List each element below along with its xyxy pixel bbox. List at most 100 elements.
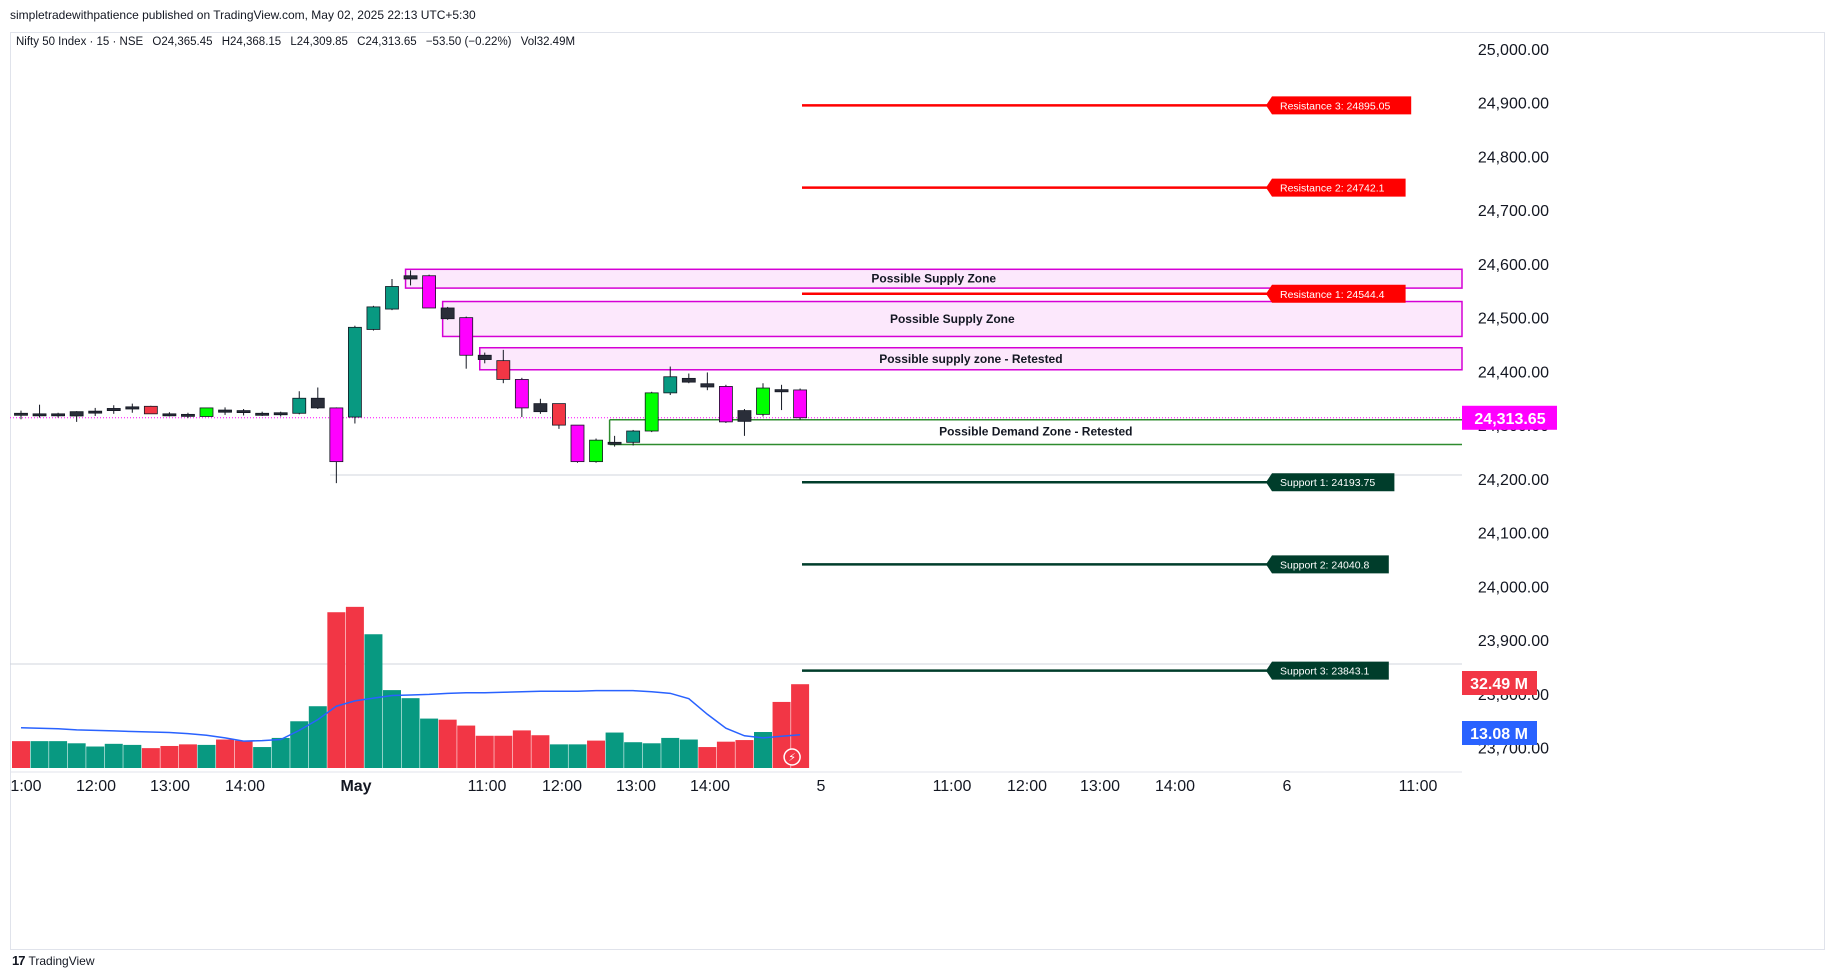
- candle-body: [700, 383, 715, 388]
- volume-bar: [197, 744, 216, 768]
- volume-bar: [568, 744, 587, 768]
- candle-body: [125, 406, 140, 410]
- candle-body: [422, 275, 437, 309]
- volume-bar: [30, 741, 49, 768]
- volume-bar: [531, 735, 550, 768]
- volume-bar: [457, 725, 476, 768]
- volume-bar: [661, 737, 680, 768]
- volume-bar: [383, 690, 401, 768]
- volume-bar: [253, 747, 272, 768]
- volume-last-tag: [1462, 671, 1537, 695]
- legend-symbol[interactable]: Nifty 50 Index · 15 · NSE: [16, 36, 144, 48]
- y-tick-label: 25,000.00: [1478, 42, 1549, 59]
- volume-bar: [549, 744, 568, 768]
- x-tick-label: 13:00: [1080, 778, 1120, 795]
- candle-body: [496, 360, 511, 380]
- supply-zone: [441, 300, 1463, 338]
- candle-body: [626, 430, 641, 443]
- y-tick-label: 24,400.00: [1478, 364, 1549, 381]
- volume-bar: [216, 739, 235, 768]
- lightning-icon: [783, 748, 801, 766]
- candle-body: [477, 354, 492, 360]
- volume-bar: [12, 741, 30, 768]
- legend-high: H24,368.15: [221, 36, 282, 48]
- candle-body: [570, 424, 585, 463]
- candle-body: [273, 412, 288, 416]
- candle-body: [88, 410, 103, 414]
- footer-brand-label: TradingView: [28, 953, 95, 968]
- support-level-label: Support 2: 24040.8: [1280, 559, 1369, 571]
- y-tick-label: 24,100.00: [1478, 526, 1549, 543]
- footer-brand[interactable]: 17 TradingView: [12, 953, 95, 968]
- candle-body: [14, 412, 28, 416]
- volume-bar: [86, 746, 105, 768]
- resistance-level-label: Resistance 1: 24544.4: [1280, 289, 1385, 301]
- resistance-level-tag: [1266, 96, 1412, 115]
- x-tick-label: 11:00: [1399, 778, 1438, 795]
- legend-change: −53.50 (−0.22%): [425, 36, 512, 48]
- y-tick-label: 24,200.00: [1478, 472, 1549, 489]
- candle-body: [255, 412, 270, 416]
- x-tick-label: 13:00: [616, 778, 656, 795]
- volume-last-label: 32.49 M: [1470, 676, 1528, 693]
- candle-body: [440, 307, 455, 320]
- volume-bar: [271, 737, 290, 768]
- legend-volume: Vol32.49M: [520, 36, 576, 48]
- support-level-label: Support 3: 23843.1: [1280, 666, 1369, 678]
- y-tick-label: 24,800.00: [1478, 149, 1549, 166]
- candle-body: [199, 407, 214, 417]
- resistance-level-label: Resistance 2: 24742.1: [1280, 183, 1385, 195]
- support-level-tag: [1266, 555, 1389, 574]
- volume-ma-tag: [1462, 721, 1537, 745]
- volume-bar: [624, 742, 643, 768]
- volume-bar: [698, 747, 717, 768]
- candle-body: [737, 410, 752, 422]
- lightning-glyph: ⚡: [788, 752, 796, 764]
- y-tick-label: 24,500.00: [1478, 311, 1549, 328]
- supply-zone-label: Possible supply zone - Retested: [879, 352, 1062, 366]
- legend-open: O24,365.45: [152, 36, 213, 48]
- x-tick-label: 13:00: [150, 778, 190, 795]
- candle-body: [292, 397, 307, 414]
- candle-body: [719, 386, 733, 423]
- volume-bar: [512, 730, 531, 768]
- y-tick-label: 23,900.00: [1478, 633, 1549, 650]
- volume-bar: [104, 743, 123, 768]
- candle-body: [681, 377, 696, 383]
- y-tick-label: 24,000.00: [1478, 579, 1549, 596]
- tradingview-logo-icon: 17: [12, 953, 26, 968]
- candle-body: [32, 413, 47, 417]
- candle-body: [218, 409, 232, 413]
- volume-bar: [364, 634, 383, 768]
- candle-body: [514, 379, 529, 409]
- volume-bar: [735, 740, 754, 768]
- publisher-line: simpletradewithpatience published on Tra…: [10, 8, 476, 22]
- x-tick-label: 11:00: [468, 778, 507, 795]
- volume-bar: [290, 721, 309, 768]
- volume-bar: [234, 740, 253, 768]
- support-level-tag: [1266, 661, 1389, 680]
- candle-body: [162, 413, 177, 417]
- volume-bar: [791, 684, 810, 768]
- volume-bar: [160, 745, 179, 768]
- x-tick-label: May: [340, 778, 371, 795]
- support-level-label: Support 1: 24193.75: [1280, 477, 1375, 489]
- legend-close: C24,313.65: [357, 36, 417, 48]
- x-tick-label: 12:00: [542, 778, 582, 795]
- candle-body: [106, 408, 121, 412]
- supply-zone-label: Possible Supply Zone: [890, 312, 1015, 326]
- last-price-tag: [1462, 405, 1557, 430]
- y-tick-label: 24,900.00: [1478, 96, 1549, 113]
- candle-body: [329, 407, 344, 463]
- volume-bar: [49, 741, 68, 768]
- resistance-level-tag: [1266, 284, 1406, 303]
- x-tick-label: 14:00: [690, 778, 730, 795]
- volume-bar: [141, 748, 160, 768]
- candle-body: [644, 392, 659, 432]
- x-tick-label: 6: [1283, 778, 1292, 795]
- volume-bar: [605, 732, 624, 768]
- volume-bar: [475, 735, 494, 768]
- candle-body: [347, 326, 362, 418]
- candle-body: [181, 413, 195, 417]
